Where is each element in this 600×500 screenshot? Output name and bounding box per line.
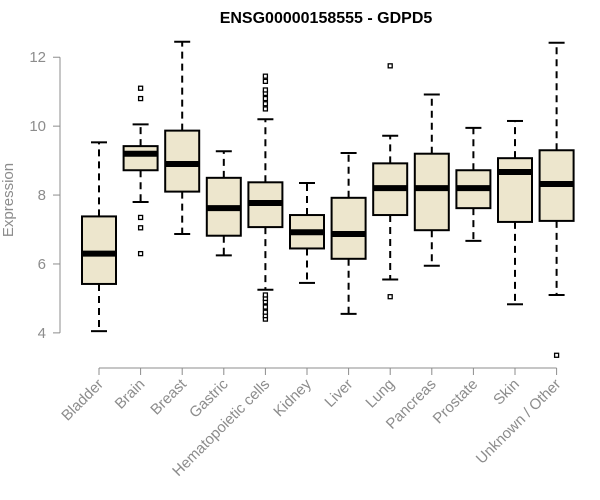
box-group — [330, 152, 367, 315]
x-tick-label: Skin — [490, 376, 523, 409]
box-group — [122, 85, 159, 257]
box-group — [413, 93, 450, 267]
outlier-point — [387, 63, 393, 69]
chart-title: ENSG00000158555 - GDPD5 — [220, 10, 433, 27]
outlier-point — [262, 304, 269, 310]
box-group — [455, 126, 492, 242]
outlier-point — [262, 95, 269, 102]
outlier-point — [137, 225, 144, 231]
x-tick-label: Breast — [147, 375, 190, 418]
outlier-point — [262, 87, 269, 93]
outlier-point — [387, 294, 393, 300]
box — [81, 215, 117, 285]
x-tick-label: Kidney — [270, 375, 315, 420]
box — [413, 152, 450, 232]
box-series — [81, 40, 575, 358]
box — [330, 196, 367, 260]
box-group — [81, 141, 117, 333]
outlier-point — [262, 309, 269, 315]
outlier-point — [137, 85, 144, 91]
outlier-point — [137, 250, 144, 257]
outlier-point — [262, 101, 269, 107]
y-axis-title: Expression — [0, 163, 17, 237]
y-axis: 4 6 8 10 12 — [29, 49, 61, 342]
outlier-point — [262, 73, 269, 79]
outlier-point — [262, 78, 269, 84]
outlier-point — [262, 292, 269, 298]
y-tick-label: 4 — [38, 325, 46, 342]
outlier-point — [553, 352, 560, 358]
box — [497, 157, 533, 223]
x-tick-label: Prostate — [430, 376, 482, 428]
y-tick-label: 12 — [29, 49, 46, 66]
box-group — [372, 63, 409, 300]
box-group — [247, 73, 284, 322]
box-group — [205, 150, 242, 257]
box — [122, 145, 159, 172]
y-tick-label: 10 — [29, 118, 46, 135]
y-tick-label: 8 — [38, 187, 46, 204]
x-tick-label: Brain — [112, 376, 149, 413]
box-group — [497, 119, 533, 306]
outlier-point — [137, 95, 144, 102]
outlier-point — [137, 214, 144, 221]
box-group — [164, 40, 201, 235]
x-tick-label: Bladder — [58, 376, 107, 425]
x-tick-label: Liver — [321, 376, 356, 411]
x-tick-label: Lung — [362, 376, 398, 412]
y-tick-label: 6 — [38, 256, 46, 273]
box-group — [289, 181, 325, 284]
box-group — [538, 41, 575, 358]
outlier-point — [262, 106, 269, 112]
